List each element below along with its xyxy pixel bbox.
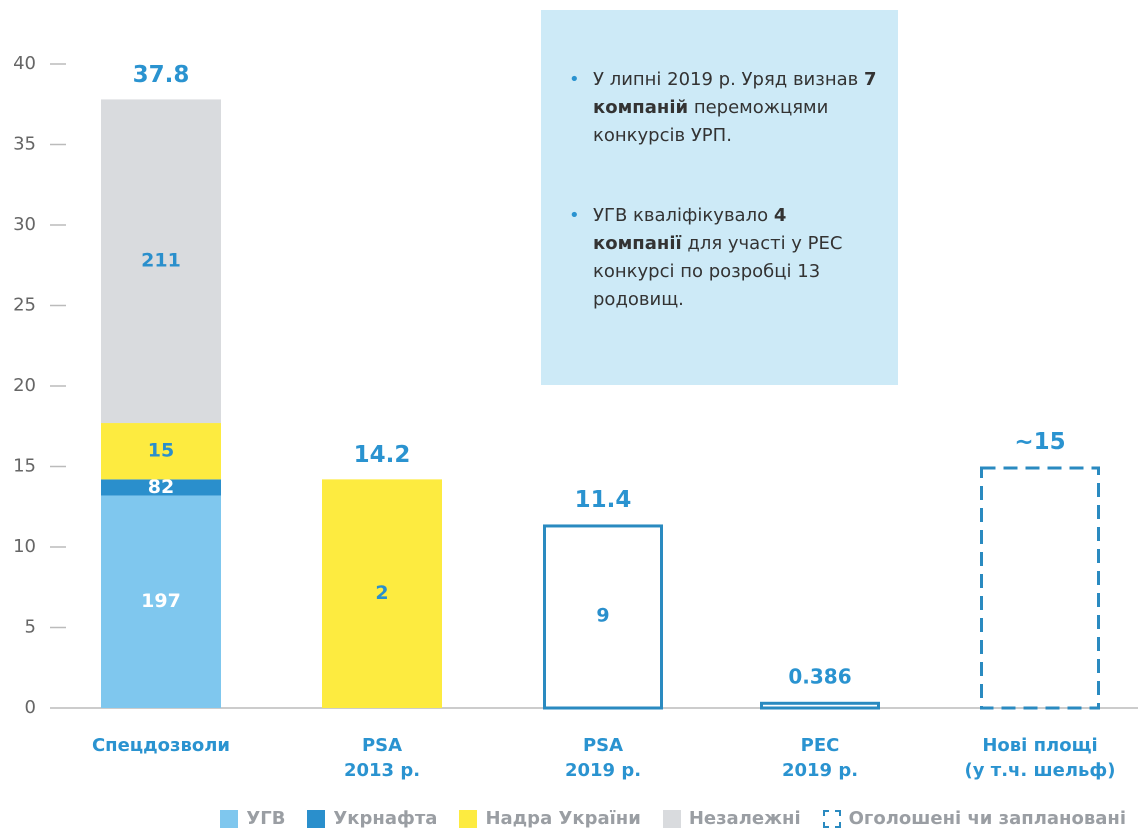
total-label: 0.386	[788, 664, 851, 688]
total-label: ~15	[1014, 429, 1065, 455]
legend-swatch	[822, 809, 841, 828]
x-tick-label: Спецдозволи	[92, 735, 230, 756]
legend-item: Укрнафта	[307, 808, 437, 829]
bar-segment	[543, 524, 663, 710]
note-text: переможцями конкурсів УРП.	[593, 97, 829, 146]
bar-segment	[101, 479, 221, 496]
y-tick-label: 0	[25, 697, 36, 718]
total-label: 14.2	[354, 442, 411, 468]
y-tick-label: 10	[13, 536, 36, 557]
note-text: УГВ кваліфікувало	[593, 205, 774, 226]
legend-swatch	[459, 809, 478, 828]
bar-segment	[101, 423, 221, 480]
note-text: 7 компаній	[593, 69, 877, 118]
legend-item: Незалежні	[662, 808, 801, 829]
y-tick-label: 40	[13, 53, 36, 74]
x-tick-label: Нові площі	[982, 735, 1097, 756]
bar-segment	[760, 701, 880, 710]
legend-item: Оголошені чи заплановані	[822, 808, 1126, 829]
note-text: для участі у PEC конкурсі по розробці 13…	[593, 233, 843, 310]
x-tick-label: 2019 р.	[565, 760, 641, 781]
legend-label: Надра України	[485, 808, 641, 829]
segment-label: 15	[148, 440, 174, 462]
annotation-box: У липні 2019 р. Уряд визнав 7 компаній п…	[541, 10, 898, 385]
x-tick-label: PSA	[583, 735, 623, 756]
x-tick-label: PEC	[801, 735, 840, 756]
legend-label: Оголошені чи заплановані	[848, 808, 1126, 829]
legend-item: Надра України	[459, 808, 641, 829]
segment-label: 197	[141, 590, 181, 612]
segment-label: 9	[596, 605, 609, 627]
segment-label: 82	[148, 476, 174, 498]
legend: УГВ Укрнафта Надра України Незалежні Оголоше…	[220, 808, 1126, 829]
y-tick-label: 5	[25, 617, 36, 638]
note-text: 4 компанії	[593, 205, 787, 254]
x-tick-label: 2019 р.	[782, 760, 858, 781]
note-item: У липні 2019 р. Уряд визнав 7 компаній п…	[569, 66, 878, 150]
total-label: 37.8	[133, 62, 190, 88]
y-tick-label: 35	[13, 134, 36, 155]
legend-swatch	[220, 809, 239, 828]
legend-label: Незалежні	[688, 808, 801, 829]
segment-label: 211	[141, 250, 181, 272]
note-text: У липні 2019 р. Уряд визнав	[593, 69, 864, 90]
legend-label: Укрнафта	[333, 808, 438, 829]
y-tick-label: 25	[13, 295, 36, 316]
x-tick-label: 2013 р.	[344, 760, 420, 781]
y-tick-label: 15	[13, 456, 36, 477]
segment-label: 2	[375, 582, 388, 604]
bar-segment	[980, 466, 1100, 710]
legend-label: УГВ	[246, 808, 286, 829]
legend-item: УГВ	[220, 808, 285, 829]
y-tick-label: 30	[13, 214, 36, 235]
x-tick-label: PSA	[362, 735, 402, 756]
note-item: УГВ кваліфікувало 4 компанії для участі …	[569, 202, 878, 314]
x-tick-label: (у т.ч. шельф)	[965, 760, 1116, 781]
y-tick-label: 20	[13, 375, 36, 396]
bar-segment	[101, 495, 221, 708]
bar-segment	[101, 99, 221, 424]
legend-swatch	[307, 809, 326, 828]
legend-swatch	[662, 809, 681, 828]
bar-segment	[322, 479, 442, 708]
total-label: 11.4	[575, 487, 632, 513]
